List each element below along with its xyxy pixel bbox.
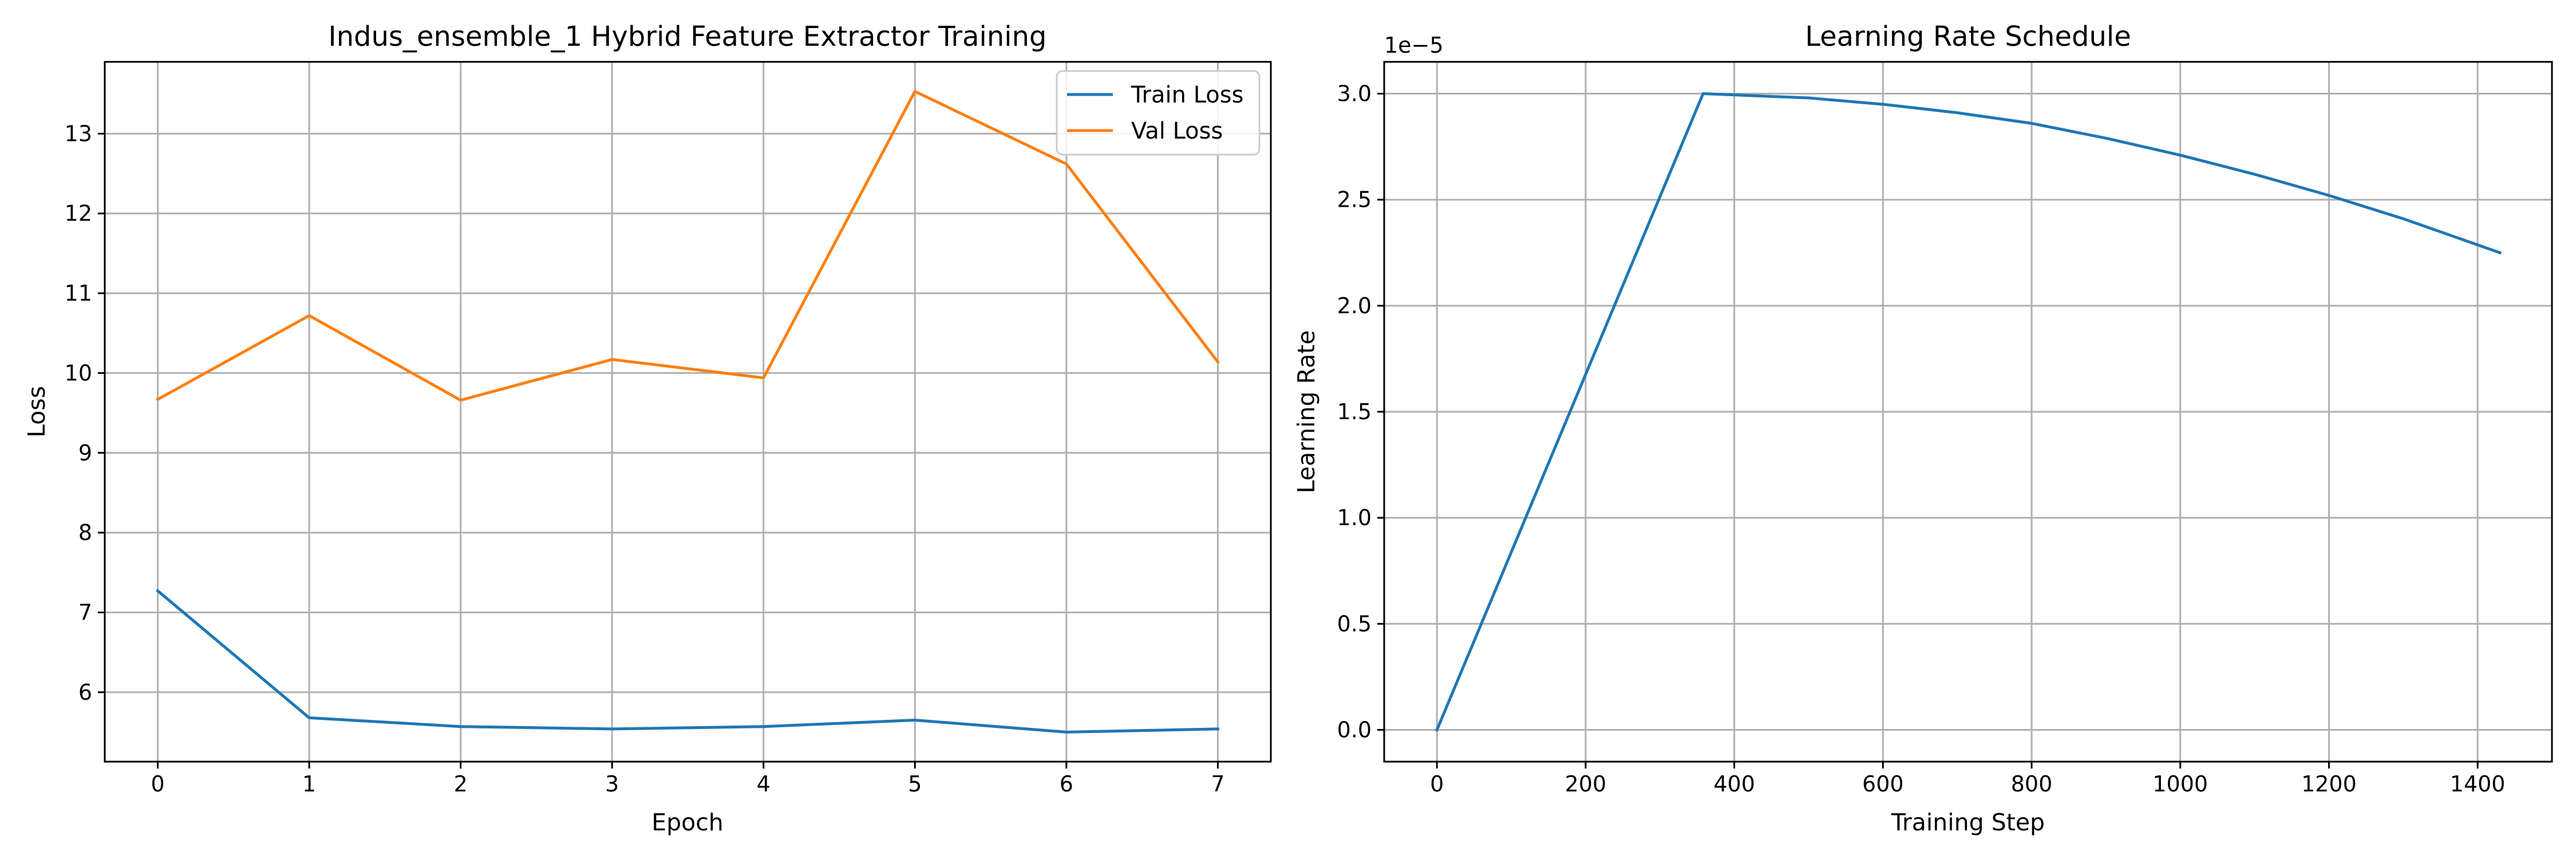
lr-x-tick-label: 200: [1565, 771, 1607, 797]
loss-y-tick-label: 11: [65, 281, 92, 306]
loss-x-tick-label: 5: [908, 771, 922, 797]
loss-plot-frame: [104, 61, 1272, 763]
loss-y-tick-label: 6: [78, 680, 92, 705]
lr-y-tick-label: 1.5: [1337, 399, 1372, 424]
lr-series-line-line: [1435, 92, 2502, 732]
loss-x-tick-label: 6: [1060, 771, 1073, 797]
legend-frame: [1056, 70, 1261, 156]
legend-label-train-loss: Train Loss: [1131, 82, 1243, 108]
learning-rate-chart: 0 200 400 600 800 1000 1200 1400 0.0 0.5 1.0 1.5 2.0…: [1293, 21, 2553, 836]
loss-y-tick-label: 8: [78, 520, 92, 545]
loss-series-val-loss-line: [156, 90, 1220, 402]
lr-y-tick-label: 0.0: [1337, 717, 1372, 742]
lr-y-tick-label: 2.0: [1337, 293, 1372, 318]
lr-y-tick-label: 2.5: [1337, 187, 1372, 212]
loss-legend: Train Loss Val Loss: [1056, 70, 1261, 156]
lr-y-tick-label: 1.0: [1337, 505, 1372, 530]
lr-x-tick-label: 400: [1713, 771, 1755, 797]
lr-chart-title: Learning Rate Schedule: [1805, 21, 2131, 53]
loss-y-tick-label: 12: [65, 201, 92, 226]
loss-y-tick-label: 10: [65, 360, 92, 385]
loss-x-axis-label: Epoch: [651, 809, 724, 836]
loss-chart-title: Indus_ensemble_1 Hybrid Feature Extracto…: [329, 21, 1047, 53]
lr-y-tick-label: 0.5: [1337, 611, 1372, 636]
loss-x-tick-label: 1: [302, 771, 316, 797]
lr-y-offset-label: 1e−5: [1384, 33, 1444, 58]
lr-x-axis-label: Training Step: [1891, 809, 2045, 836]
lr-x-tick-label: 600: [1862, 771, 1904, 797]
loss-x-tick-label: 0: [151, 771, 164, 797]
lr-x-tick-label: 800: [2011, 771, 2053, 797]
lr-y-axis-label: Learning Rate: [1293, 330, 1320, 493]
lr-x-tick-label: 1000: [2152, 771, 2208, 797]
loss-x-tick-label: 7: [1211, 771, 1224, 797]
lr-y-tick-label: 3.0: [1337, 81, 1372, 107]
loss-y-axis-label: Loss: [23, 386, 50, 438]
loss-y-tick-label: 9: [78, 440, 92, 466]
lr-x-tick-label: 1200: [2301, 771, 2357, 797]
loss-y-tick-label: 7: [78, 600, 92, 625]
loss-x-tick-label: 4: [757, 771, 771, 797]
loss-x-tick-label: 3: [605, 771, 619, 797]
loss-y-tick-label: 13: [65, 121, 92, 146]
loss-x-tick-label: 2: [454, 771, 468, 797]
legend-label-val-loss: Val Loss: [1131, 118, 1223, 144]
loss-series-train-loss-line: [156, 589, 1219, 734]
lr-x-tick-label: 0: [1430, 771, 1444, 797]
lr-x-tick-label: 1400: [2450, 771, 2506, 797]
